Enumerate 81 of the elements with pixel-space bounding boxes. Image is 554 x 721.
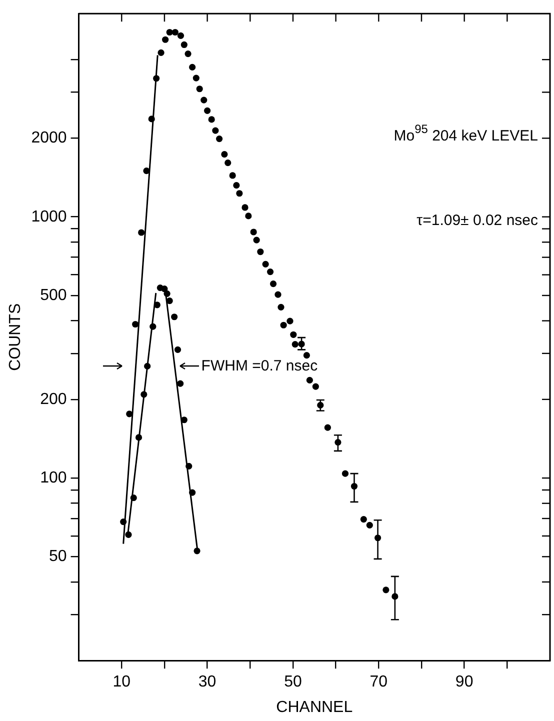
point	[200, 96, 208, 104]
point	[180, 416, 188, 424]
point	[138, 229, 145, 236]
point	[177, 380, 184, 387]
point	[224, 160, 232, 166]
point	[382, 586, 390, 594]
y-tick-label: 200	[40, 390, 67, 408]
point	[130, 494, 137, 502]
point	[229, 172, 236, 179]
point	[266, 268, 274, 276]
point	[172, 28, 178, 36]
y-axis-title: COUNTS	[7, 303, 24, 371]
point	[236, 190, 243, 197]
point	[143, 168, 150, 174]
point	[280, 322, 287, 328]
x-tick-label: 90	[455, 674, 474, 691]
point	[189, 489, 196, 496]
y-tick-label: 100	[40, 469, 67, 486]
point	[290, 331, 297, 338]
point	[366, 522, 373, 528]
point	[189, 64, 196, 71]
point	[242, 204, 248, 211]
point	[292, 341, 298, 348]
x-tick-label: 70	[370, 674, 388, 691]
point	[257, 248, 264, 256]
y-tick-label: 500	[40, 286, 67, 304]
point	[135, 434, 142, 441]
point	[186, 462, 192, 470]
point	[154, 302, 160, 308]
y-tick-label: 2000	[31, 130, 67, 147]
point	[270, 280, 277, 288]
point	[360, 516, 367, 523]
point	[253, 236, 260, 244]
point	[158, 49, 164, 56]
point	[177, 32, 184, 39]
point	[262, 260, 269, 268]
point	[126, 410, 133, 418]
point	[180, 41, 188, 48]
point	[208, 116, 215, 123]
annotation: τ=1.09± 0.02 nsec	[416, 212, 538, 229]
point	[162, 36, 169, 43]
point	[212, 127, 219, 134]
point	[153, 75, 160, 82]
point	[192, 74, 200, 82]
point	[196, 86, 203, 92]
point	[221, 151, 228, 158]
y-tick-label: 50	[48, 548, 67, 566]
point	[166, 28, 173, 36]
point	[250, 228, 257, 236]
point	[125, 531, 132, 538]
x-tick-label: 30	[198, 674, 216, 691]
annotation: FWHM =0.7 nsec	[201, 357, 318, 374]
x-tick-label: 50	[284, 674, 302, 691]
point	[140, 391, 148, 398]
point	[233, 182, 240, 189]
point	[150, 323, 156, 330]
y-tick-label: 1000	[31, 208, 67, 226]
point	[194, 548, 200, 554]
point	[174, 346, 182, 353]
point	[184, 50, 192, 58]
point	[144, 362, 151, 370]
point	[204, 107, 211, 114]
point	[312, 383, 319, 390]
point	[306, 376, 313, 384]
point	[120, 518, 127, 526]
x-axis-title: CHANNEL	[276, 698, 353, 716]
point	[278, 304, 284, 310]
point	[166, 298, 173, 304]
point	[171, 314, 178, 320]
point	[245, 212, 252, 220]
point	[286, 318, 294, 324]
x-tick-label: 10	[112, 674, 131, 691]
point	[324, 424, 331, 431]
point	[274, 291, 282, 298]
point	[303, 352, 310, 359]
point	[148, 116, 155, 122]
point	[164, 290, 170, 297]
point	[161, 286, 168, 292]
point	[216, 135, 223, 142]
point	[132, 320, 139, 328]
point	[342, 470, 349, 477]
